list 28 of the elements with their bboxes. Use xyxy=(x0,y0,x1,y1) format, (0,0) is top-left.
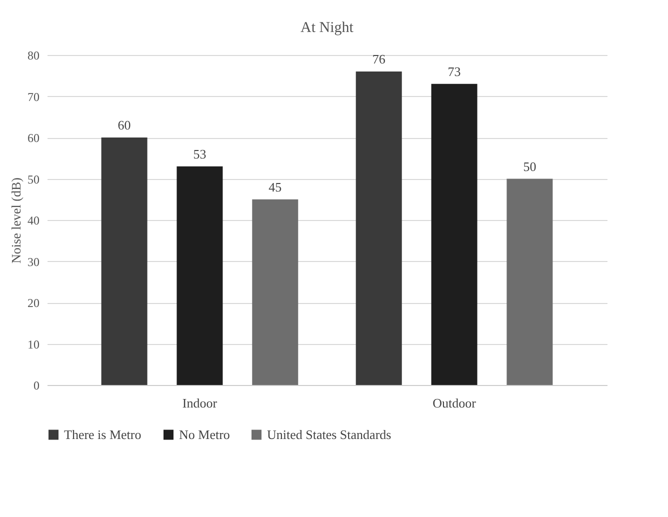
data-label: 73 xyxy=(448,64,461,79)
x-tick-label: Indoor xyxy=(182,396,218,410)
bar xyxy=(506,178,553,385)
y-tick-label: 80 xyxy=(28,48,40,62)
chart-title: At Night xyxy=(300,20,354,36)
y-tick-label: 60 xyxy=(28,131,40,145)
bar xyxy=(431,84,478,385)
y-tick-label: 40 xyxy=(28,214,40,228)
y-tick-label: 50 xyxy=(28,172,40,186)
y-tick-label: 20 xyxy=(28,296,40,310)
data-label: 50 xyxy=(523,158,536,174)
data-label: 76 xyxy=(372,52,386,66)
legend-label: United States Standards xyxy=(267,426,392,442)
y-tick-label: 30 xyxy=(28,254,40,269)
bar xyxy=(356,72,402,385)
data-label: 60 xyxy=(118,118,131,132)
legend-label: There is Metro xyxy=(64,426,142,442)
legend-label: No Metro xyxy=(179,426,230,442)
x-tick-label: Outdoor xyxy=(432,396,477,410)
y-tick-label: 0 xyxy=(34,378,40,392)
data-label: 45 xyxy=(268,179,282,194)
bar xyxy=(252,199,298,385)
y-axis-title: Noise level (dB) xyxy=(8,178,24,264)
bar xyxy=(176,166,223,385)
y-tick-label: 10 xyxy=(28,337,40,352)
data-label: 53 xyxy=(193,146,206,162)
bar xyxy=(101,138,148,385)
y-tick-label: 70 xyxy=(28,90,40,104)
